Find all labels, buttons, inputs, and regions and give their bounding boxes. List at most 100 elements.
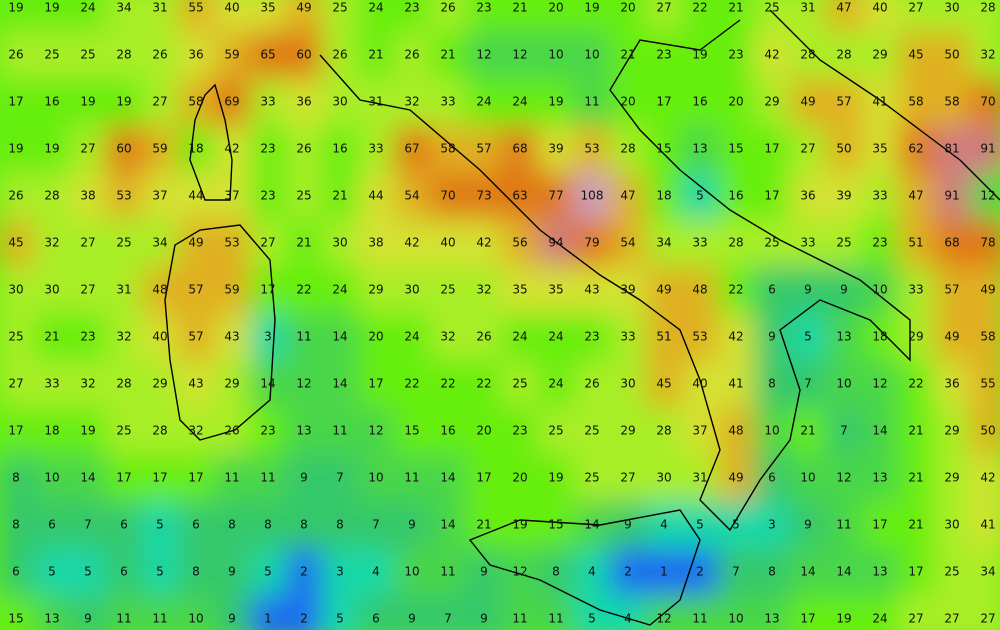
value-label: 25 [764,236,779,250]
color-cell [502,266,539,315]
value-label: 13 [872,565,887,579]
value-label: 11 [512,612,527,626]
color-cell [574,595,611,630]
value-label: 17 [188,471,203,485]
color-cell [538,595,575,630]
color-cell [682,313,719,362]
value-label: 40 [440,236,455,250]
color-cell [610,595,647,630]
color-cell [790,360,827,409]
value-label: 26 [8,48,23,62]
value-label: 70 [440,189,455,203]
color-cell [682,31,719,80]
value-label: 35 [548,283,563,297]
value-label: 22 [440,377,455,391]
value-label: 10 [188,612,203,626]
color-cell [214,501,251,550]
color-cell [0,501,35,550]
value-label: 6 [12,565,20,579]
color-cell [718,360,755,409]
value-label: 29 [872,48,887,62]
value-label: 13 [836,330,851,344]
color-cell [754,78,791,127]
color-cell [970,266,1000,315]
color-cell [898,172,935,221]
color-cell [682,548,719,597]
color-cell [142,548,179,597]
value-label: 17 [656,95,671,109]
value-label: 49 [944,330,959,344]
color-cell [862,595,899,630]
color-cell [754,125,791,174]
value-label: 40 [692,377,707,391]
value-label: 11 [836,518,851,532]
value-label: 47 [620,189,635,203]
color-cell [862,454,899,503]
color-cell [70,548,107,597]
value-label: 21 [440,48,455,62]
color-cell [286,407,323,456]
color-cell [214,595,251,630]
color-cell [322,548,359,597]
value-label: 23 [584,330,599,344]
color-cell [430,454,467,503]
color-cell [430,407,467,456]
value-label: 10 [800,471,815,485]
color-cell [790,125,827,174]
color-cell [754,266,791,315]
value-label: 31 [692,471,707,485]
color-cell [250,125,287,174]
color-cell [178,548,215,597]
color-cell [34,313,71,362]
value-label: 22 [296,283,311,297]
value-label: 28 [44,189,59,203]
color-cell [250,548,287,597]
value-label: 20 [368,330,383,344]
value-label: 25 [44,48,59,62]
color-cell [862,501,899,550]
value-label: 8 [336,518,344,532]
color-cell [790,595,827,630]
value-label: 12 [872,377,887,391]
color-cell [34,407,71,456]
color-cell [934,407,971,456]
color-cell [142,501,179,550]
color-cell [826,78,863,127]
color-cell [898,31,935,80]
value-label: 30 [944,518,959,532]
color-cell [466,407,503,456]
color-cell [106,454,143,503]
value-label: 47 [908,189,923,203]
color-cell [250,454,287,503]
value-label: 26 [332,48,347,62]
value-label: 29 [764,95,779,109]
color-cell [70,313,107,362]
color-cell [502,0,539,33]
value-label: 17 [872,518,887,532]
value-label: 2 [696,565,704,579]
color-cell [970,31,1000,80]
color-cell [250,501,287,550]
value-label: 5 [48,565,56,579]
color-cell [214,548,251,597]
value-label: 11 [260,471,275,485]
color-cell [682,407,719,456]
color-cell [34,595,71,630]
value-label: 16 [44,95,59,109]
color-cell [970,595,1000,630]
value-label: 11 [548,612,563,626]
value-label: 9 [804,518,812,532]
value-label: 25 [8,330,23,344]
value-label: 28 [620,142,635,156]
color-cell [610,407,647,456]
value-label: 10 [872,283,887,297]
value-label: 33 [872,189,887,203]
value-label: 26 [404,48,419,62]
value-label: 48 [692,283,707,297]
value-label: 65 [260,48,275,62]
value-label: 33 [440,95,455,109]
value-label: 42 [728,330,743,344]
color-cell [466,0,503,33]
color-cell [0,219,35,268]
color-cell [250,78,287,127]
